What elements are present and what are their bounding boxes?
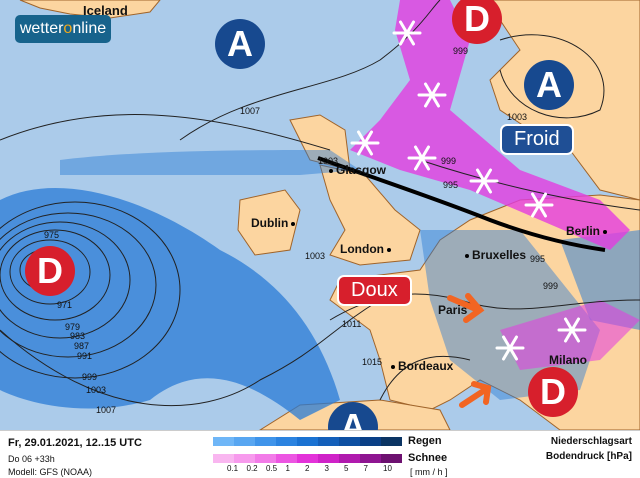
scale-tick-label: 7 xyxy=(363,464,368,473)
isobar-label: 999 xyxy=(441,156,457,166)
snow-scale-swatch xyxy=(297,454,318,463)
label-iceland: Iceland xyxy=(83,3,128,18)
snowflake-icons xyxy=(350,20,587,361)
rain-scale-swatch xyxy=(297,437,318,446)
high-pressure-marker: A xyxy=(524,60,574,110)
isobar-label: 991 xyxy=(77,351,93,361)
warm-arrow-icons xyxy=(447,293,492,408)
map-graphics xyxy=(0,0,640,430)
precip-type-label: Niederschlagsart xyxy=(550,436,632,447)
isobar-label: 1007 xyxy=(96,405,117,415)
rain-label: Regen xyxy=(408,435,442,447)
isobar-label: 995 xyxy=(443,180,459,190)
rain-areas xyxy=(0,150,640,420)
map-legend: Fr, 29.01.2021, 12..15 UTC Do 06 +33h Mo… xyxy=(0,430,640,478)
city-dublin: Dublin xyxy=(251,216,298,230)
scale-tick-label: 1 xyxy=(285,464,290,473)
surface-pressure-label: Bodendruck [hPa] xyxy=(545,451,632,462)
snow-scale-swatch xyxy=(339,454,360,463)
land-ireland xyxy=(237,189,301,256)
forecast-datetime: Fr, 29.01.2021, 12..15 UTC xyxy=(8,437,142,449)
snow-color-scale xyxy=(213,454,402,463)
city-bruxelles: Bruxelles xyxy=(462,248,526,262)
cold-label: Froid xyxy=(500,124,574,155)
rain-scale-swatch xyxy=(318,437,339,446)
wetteronline-logo[interactable]: wetteronline xyxy=(15,15,111,43)
unit-label: [ mm / h ] xyxy=(410,467,448,477)
cold-front xyxy=(317,156,606,252)
land-britain xyxy=(319,164,421,266)
city-berlin: Berlin xyxy=(566,224,610,238)
scale-tick-label: 3 xyxy=(324,464,329,473)
city-bordeaux: Bordeaux xyxy=(388,359,453,373)
rain-scale-swatch xyxy=(381,437,402,446)
city-paris: Paris xyxy=(438,303,468,317)
isobar-label: 1003 xyxy=(305,251,326,261)
isobar-label: 1003 xyxy=(318,156,339,166)
isobar-label: 979 xyxy=(65,322,81,332)
rain-scale-swatch xyxy=(339,437,360,446)
isobar-label: 987 xyxy=(74,341,90,351)
isobar-label: 1003 xyxy=(86,385,107,395)
isobar-label: 999 xyxy=(453,46,469,56)
low-pressure-marker: D xyxy=(528,367,578,417)
rain-scale-swatch xyxy=(255,437,276,446)
scale-tick-label: 2 xyxy=(305,464,310,473)
isobar-label: 971 xyxy=(57,300,73,310)
forecast-run: Do 06 +33h xyxy=(8,454,55,464)
isobar-label: 1015 xyxy=(362,357,383,367)
high-pressure-marker: A xyxy=(328,402,378,430)
isobar-label: 995 xyxy=(530,254,546,264)
snow-scale-swatch xyxy=(318,454,339,463)
scale-tick-label: 0.2 xyxy=(246,464,258,473)
rain-scale-swatch xyxy=(276,437,297,446)
isobar-label: 983 xyxy=(70,331,86,341)
city-milano: Milano xyxy=(549,353,587,367)
isobar-label: 999 xyxy=(543,281,559,291)
isobar-label: 999 xyxy=(82,372,98,382)
rain-color-scale xyxy=(213,437,402,446)
high-pressure-marker: A xyxy=(215,19,265,69)
scale-tick-label: 0.5 xyxy=(266,464,278,473)
low-pressure-marker: D xyxy=(25,246,75,296)
snow-scale-swatch xyxy=(381,454,402,463)
snow-scale-swatch xyxy=(213,454,234,463)
rain-scale-swatch xyxy=(360,437,381,446)
isobar-label: 1003 xyxy=(507,112,528,122)
isobar-label: 1007 xyxy=(240,106,261,116)
low-pressure-marker: D xyxy=(452,0,502,44)
isobar-label: 1011 xyxy=(342,319,362,329)
snow-scale-swatch xyxy=(360,454,381,463)
warm-label: Doux xyxy=(337,275,412,306)
scale-tick-label: 5 xyxy=(344,464,349,473)
snow-scale-swatch xyxy=(276,454,297,463)
city-london: London xyxy=(340,242,394,256)
snow-scale-swatch xyxy=(234,454,255,463)
snow-scale-swatch xyxy=(255,454,276,463)
scale-tick-label: 0.1 xyxy=(227,464,239,473)
rain-scale-swatch xyxy=(213,437,234,446)
city-glasgow: Glasgow xyxy=(326,163,386,177)
scale-tick-label: 10 xyxy=(383,464,392,473)
rain-scale-swatch xyxy=(234,437,255,446)
model-name: Modell: GFS (NOAA) xyxy=(8,467,93,477)
isobar-label: 975 xyxy=(44,230,60,240)
weather-map: wetteronline Iceland Glasgow Dublin Lond… xyxy=(0,0,640,430)
snow-label: Schnee xyxy=(408,452,448,464)
